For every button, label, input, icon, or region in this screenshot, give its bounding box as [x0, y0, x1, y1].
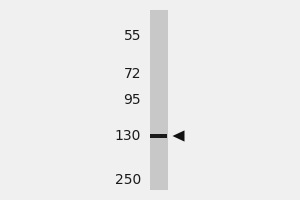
Text: 130: 130: [115, 129, 141, 143]
Text: 72: 72: [124, 67, 141, 81]
Bar: [150, 134, 166, 138]
Text: 95: 95: [123, 93, 141, 107]
Polygon shape: [172, 130, 184, 142]
Text: 55: 55: [124, 29, 141, 43]
Bar: [150, 10, 168, 190]
Text: 250: 250: [115, 173, 141, 187]
